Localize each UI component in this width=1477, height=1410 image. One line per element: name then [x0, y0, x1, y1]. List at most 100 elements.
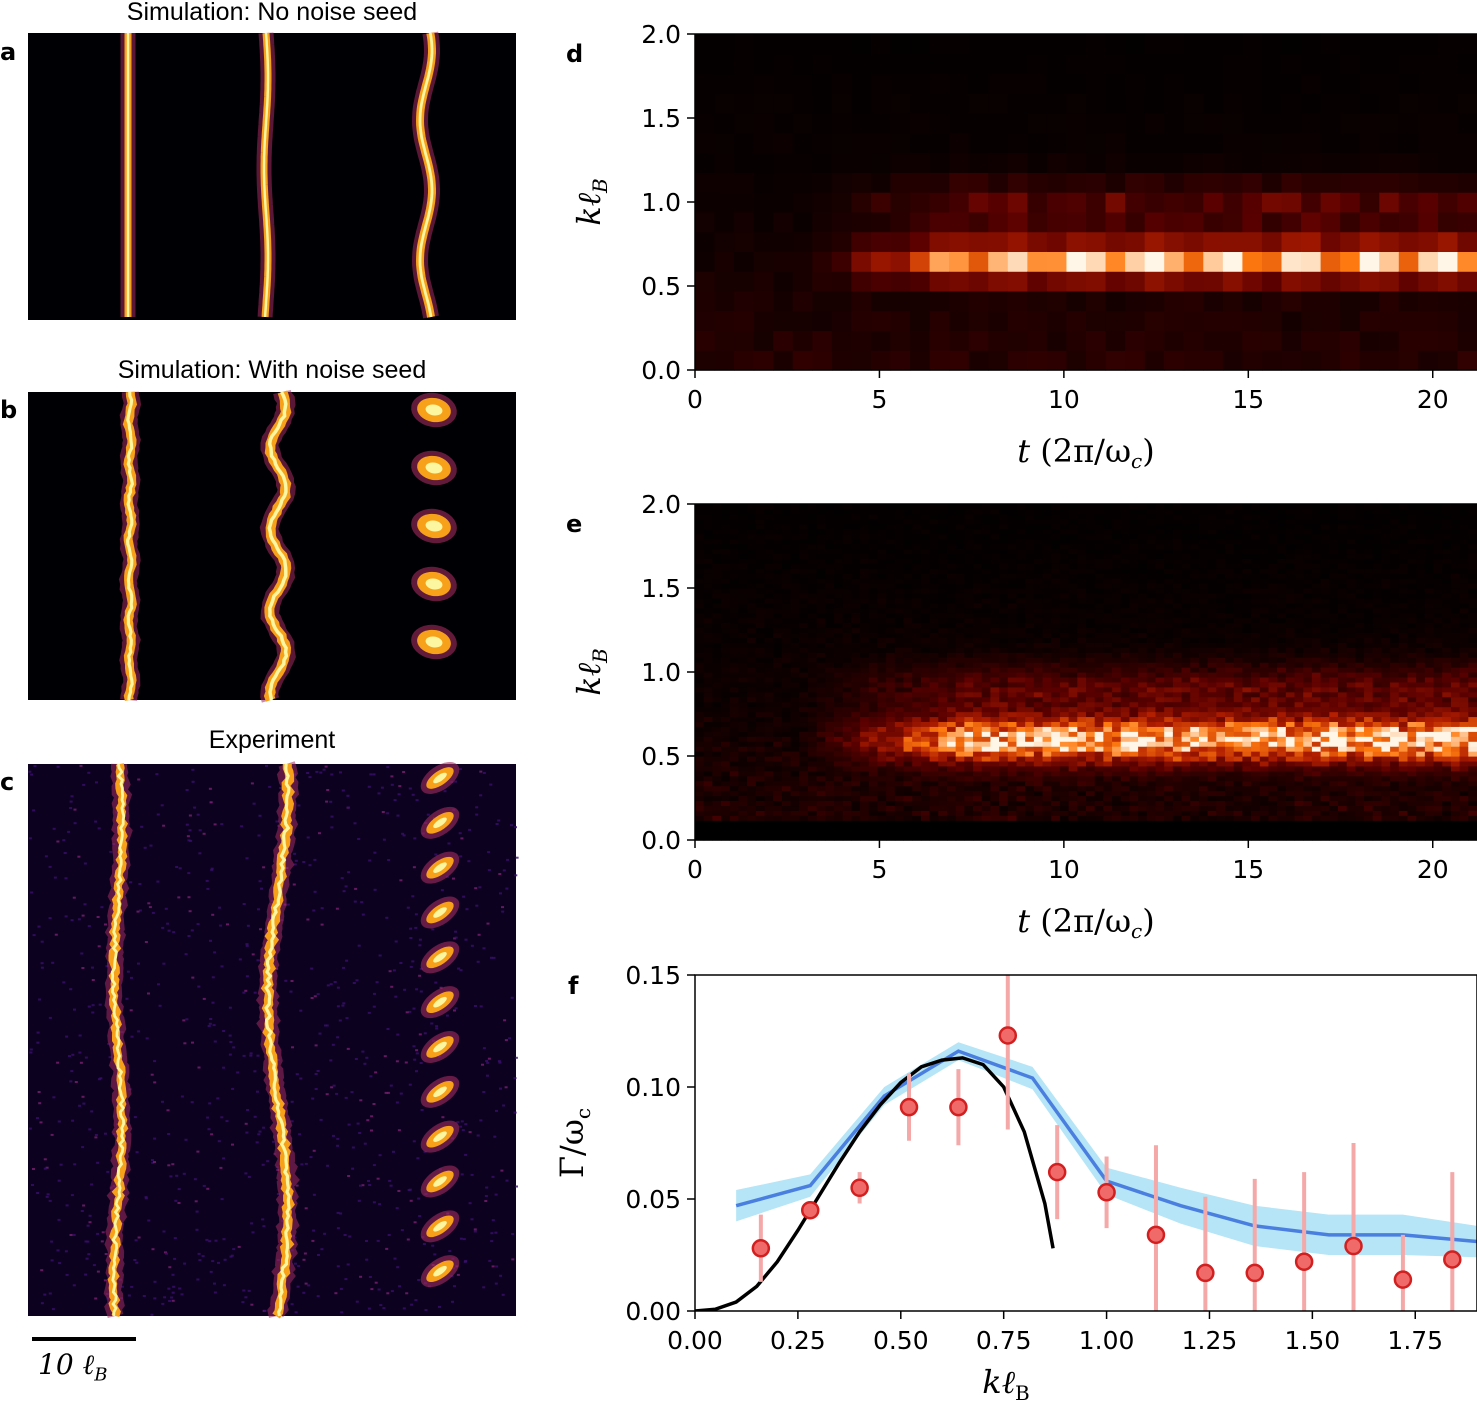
experiment-image: [28, 761, 519, 1319]
blob-9: [420, 1120, 460, 1153]
x-tick-label: 15: [1232, 855, 1264, 884]
y-tick-label: 1.5: [641, 104, 681, 133]
panel-letter-d: d: [566, 40, 584, 68]
x-tick-label: 5: [871, 855, 887, 884]
data-point: [899, 1097, 919, 1117]
blob-7: [420, 1031, 460, 1063]
y-tick-label: 0.00: [625, 1297, 681, 1326]
data-point: [800, 1200, 820, 1220]
strand-middle-core: [264, 763, 291, 1317]
x-tick-label: 10: [1048, 385, 1080, 414]
panel-letter-a: a: [0, 38, 17, 66]
y-tick-label: 0.15: [625, 961, 681, 990]
data-point: [1393, 1270, 1413, 1289]
x-tick-label: 10: [1048, 855, 1080, 884]
x-tick-label: 1.25: [1182, 1326, 1238, 1355]
scale-bar: [32, 1337, 136, 1341]
strand-left-core: [126, 391, 135, 701]
blob-3: [411, 508, 457, 544]
x-tick-label: 1.00: [1079, 1326, 1135, 1355]
blob-12: [420, 1255, 460, 1288]
data-point: [850, 1178, 869, 1198]
chart-f: 0.00 0.25 0.50 0.75 1.00 1.25 1.50 1.75 0.00 0.05…: [553, 961, 1477, 1405]
simulation-with-noise-image: [28, 390, 516, 703]
strand-middle-core: [262, 32, 270, 318]
y-tick-label: 0.5: [641, 272, 681, 301]
blob-4: [420, 896, 460, 929]
blob-4: [411, 566, 457, 602]
x-tick-label: 0.75: [976, 1326, 1032, 1355]
y-axis-label: Γ/ωc: [553, 1108, 595, 1178]
x-axis-label: t (2π/ωc): [1017, 432, 1154, 473]
data-point: [1047, 1162, 1067, 1182]
panel-title-c: Experiment: [208, 726, 336, 754]
strand-right-core: [418, 32, 434, 318]
simulation-no-noise-image: [28, 31, 516, 320]
y-tick-label: 2.0: [641, 490, 681, 519]
blob-5: [411, 624, 457, 660]
blob-5: [420, 941, 460, 974]
data-point: [1146, 1225, 1166, 1245]
x-tick-label: 0.25: [770, 1326, 826, 1355]
blob-2: [420, 806, 460, 839]
noise-speckle: [28, 764, 519, 1316]
y-axis-label: kℓB: [570, 178, 612, 225]
chart-d: 0 5 10 15 20 0.0 0.5 1.0 1.5 2.0 t (2π/ωc) kℓB: [570, 20, 1477, 473]
x-tick-label: 5: [871, 385, 887, 414]
data-point: [1294, 1252, 1314, 1271]
panel-letter-f: f: [568, 972, 579, 1000]
panel-letter-c: c: [0, 768, 15, 796]
blob-11: [420, 1210, 460, 1243]
x-axis-label: kℓB: [982, 1363, 1029, 1405]
panel-title-b: Simulation: With noise seed: [117, 356, 427, 384]
x-tick-label: 1.50: [1285, 1326, 1341, 1355]
chart-e: 0 5 10 15 20 0.0 0.5 1.0 1.5 2.0 t (2π/ωc) kℓB: [570, 490, 1477, 943]
data-point: [949, 1097, 968, 1117]
blob-8: [420, 1075, 460, 1108]
panel-letter-e: e: [566, 510, 583, 538]
panel-title-a: Simulation: No noise seed: [126, 0, 418, 26]
x-tick-label: 0.50: [873, 1326, 929, 1355]
x-tick-label: 15: [1232, 385, 1264, 414]
y-tick-label: 1.0: [641, 658, 681, 687]
panel-letter-b: b: [0, 396, 18, 424]
heatmap-cells: [695, 504, 1477, 841]
blob-10: [420, 1165, 460, 1198]
blob-1: [420, 762, 460, 794]
x-tick-label: 20: [1417, 385, 1449, 414]
y-tick-label: 0.05: [625, 1185, 681, 1214]
strand-middle-core: [267, 391, 289, 701]
y-tick-label: 1.5: [641, 574, 681, 603]
y-tick-label: 2.0: [641, 20, 681, 49]
axes-frame: [694, 974, 1477, 1312]
data-point: [998, 1026, 1018, 1045]
data-point: [1344, 1236, 1363, 1256]
data-point: [1245, 1263, 1264, 1283]
blob-1: [411, 392, 457, 428]
x-axis-label: t (2π/ωc): [1017, 902, 1154, 943]
x-tick-label: 1.75: [1387, 1326, 1443, 1355]
x-tick-label: 20: [1417, 855, 1449, 884]
x-tick-label: 0: [687, 385, 703, 414]
blob-3: [420, 851, 460, 884]
heatmap-cells: [695, 34, 1477, 371]
theory-line: [695, 1056, 1055, 1311]
data-point: [1196, 1263, 1215, 1283]
y-axis-label: kℓB: [570, 648, 612, 695]
blob-2: [411, 450, 457, 486]
y-tick-label: 1.0: [641, 188, 681, 217]
y-tick-label: 0.5: [641, 742, 681, 771]
y-tick-label: 0.0: [641, 356, 681, 385]
data-point: [751, 1239, 771, 1258]
y-tick-label: 0.10: [625, 1073, 681, 1102]
plot-area: [695, 975, 1477, 1311]
y-tick-label: 0.0: [641, 826, 681, 855]
x-tick-label: 0.00: [667, 1326, 723, 1355]
x-tick-label: 0: [687, 855, 703, 884]
strand-left: [107, 763, 129, 1318]
data-point: [1443, 1250, 1462, 1269]
scale-bar-label: 10 ℓB: [38, 1348, 108, 1386]
strand-left-core: [110, 763, 126, 1317]
blob-6: [420, 986, 460, 1019]
data-point: [1097, 1183, 1116, 1202]
